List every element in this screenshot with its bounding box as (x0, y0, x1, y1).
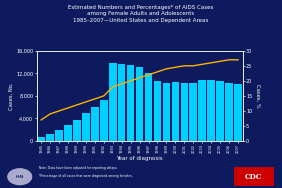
Bar (154, 81, 161, 141)
Bar (100, 100, 108, 141)
Bar (171, 82, 179, 141)
Text: CDC: CDC (245, 173, 263, 181)
Bar (225, 83, 233, 141)
Bar (234, 84, 242, 141)
Bar (199, 80, 206, 141)
Bar (46, 134, 54, 141)
Text: *Percentage of all cases that were diagnosed among females.: *Percentage of all cases that were diagn… (39, 174, 133, 178)
Bar (163, 83, 170, 141)
Circle shape (8, 169, 32, 185)
Bar (55, 130, 63, 141)
Bar (91, 107, 99, 141)
Bar (136, 67, 143, 141)
Bar (37, 137, 45, 141)
Bar (127, 65, 135, 141)
Bar (64, 125, 72, 141)
Bar (190, 83, 197, 141)
Text: Note: Data have been adjusted for reporting delays.: Note: Data have been adjusted for report… (39, 166, 118, 170)
Text: Estimated Numbers and Percentages* of AIDS Cases
among Female Adults and Adolesc: Estimated Numbers and Percentages* of AI… (68, 5, 214, 23)
Bar (109, 63, 116, 141)
Text: HHS: HHS (16, 175, 24, 179)
Bar (118, 64, 125, 141)
Y-axis label: Cases, %: Cases, % (255, 84, 260, 108)
Y-axis label: Cases, No.: Cases, No. (8, 82, 13, 110)
Bar (145, 73, 152, 141)
Bar (73, 120, 81, 141)
Bar (207, 80, 215, 141)
Bar (82, 113, 90, 141)
Bar (180, 83, 188, 141)
X-axis label: Year of diagnosis: Year of diagnosis (116, 155, 163, 161)
Bar (216, 81, 224, 141)
